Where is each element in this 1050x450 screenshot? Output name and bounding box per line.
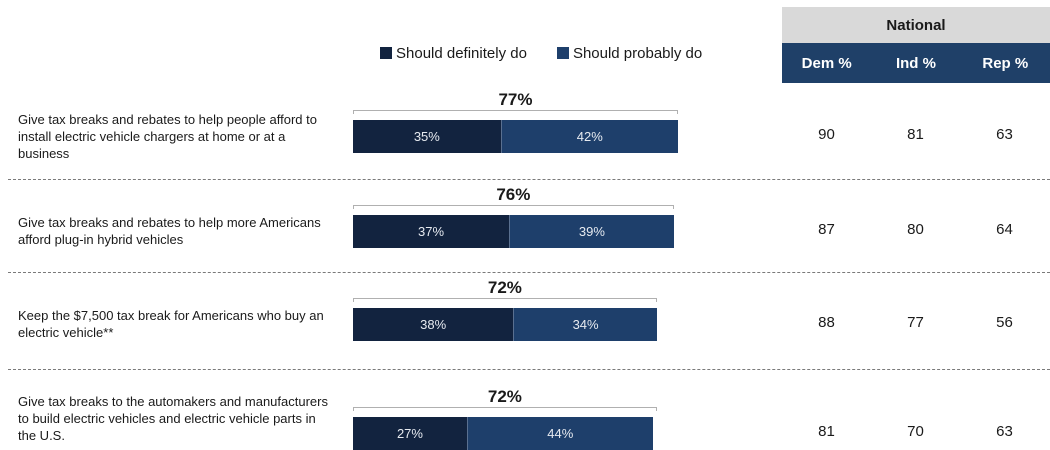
value-ind: 77 bbox=[907, 314, 924, 331]
bar-segment-probably: 34% bbox=[513, 308, 657, 341]
national-header: National bbox=[782, 7, 1050, 43]
total-label: 76% bbox=[496, 185, 531, 204]
column-header-dem: Dem % bbox=[801, 54, 852, 72]
column-header-rep: Rep % bbox=[982, 54, 1029, 72]
value-dem: 81 bbox=[818, 423, 835, 440]
bar-segment-probably: 39% bbox=[509, 215, 674, 248]
legend-swatch-probably bbox=[556, 47, 569, 59]
row-label: Keep the $7,500 tax break for Americans … bbox=[18, 308, 324, 340]
total-bracket bbox=[353, 407, 657, 411]
value-ind: 81 bbox=[907, 126, 924, 143]
value-rep: 63 bbox=[996, 126, 1013, 143]
total-bracket bbox=[353, 110, 678, 114]
row-divider bbox=[8, 369, 1050, 370]
chart-row: Keep the $7,500 tax break for Americans … bbox=[0, 273, 1050, 370]
legend-label-probably: Should probably do bbox=[572, 44, 703, 62]
bar-segment-probably: 44% bbox=[466, 417, 653, 450]
chart-row: Give tax breaks to the automakers and ma… bbox=[0, 370, 1050, 450]
value-rep: 63 bbox=[996, 423, 1013, 440]
row-label: Give tax breaks to the automakers and ma… bbox=[18, 394, 328, 443]
total-label: 77% bbox=[498, 90, 533, 109]
legend: Should definitely do Should probably do bbox=[380, 42, 732, 64]
value-ind: 80 bbox=[907, 221, 924, 238]
total-bracket bbox=[353, 205, 674, 209]
bar-segment-definitely: 27% bbox=[353, 417, 467, 450]
chart-row: Give tax breaks and rebates to help more… bbox=[0, 180, 1050, 273]
total-bracket bbox=[353, 298, 657, 302]
value-dem: 88 bbox=[818, 314, 835, 331]
column-header-ind: Ind % bbox=[895, 54, 936, 72]
total-label: 72% bbox=[487, 387, 522, 406]
row-label: Give tax breaks and rebates to help more… bbox=[18, 215, 321, 247]
legend-swatch-definitely bbox=[380, 47, 392, 59]
row-divider bbox=[8, 272, 1050, 273]
bar-segment-definitely: 38% bbox=[353, 308, 514, 341]
value-rep: 64 bbox=[996, 221, 1013, 238]
legend-label-definitely: Should definitely do bbox=[396, 44, 527, 62]
value-ind: 70 bbox=[907, 423, 924, 440]
column-headers: Dem % Ind % Rep % bbox=[782, 43, 1050, 83]
legend-item-probably: Should probably do bbox=[556, 44, 703, 62]
bar-segment-probably: 42% bbox=[500, 120, 678, 153]
value-rep: 56 bbox=[996, 314, 1013, 331]
chart-row: Give tax breaks and rebates to help peop… bbox=[0, 85, 1050, 180]
total-label: 72% bbox=[487, 278, 522, 297]
value-dem: 87 bbox=[818, 221, 835, 238]
row-divider bbox=[8, 179, 1050, 180]
row-label: Give tax breaks and rebates to help peop… bbox=[18, 111, 317, 161]
bar-segment-definitely: 35% bbox=[353, 120, 501, 153]
value-dem: 90 bbox=[818, 126, 835, 143]
legend-item-definitely: Should definitely do bbox=[380, 45, 527, 62]
bar-segment-definitely: 37% bbox=[353, 215, 510, 248]
